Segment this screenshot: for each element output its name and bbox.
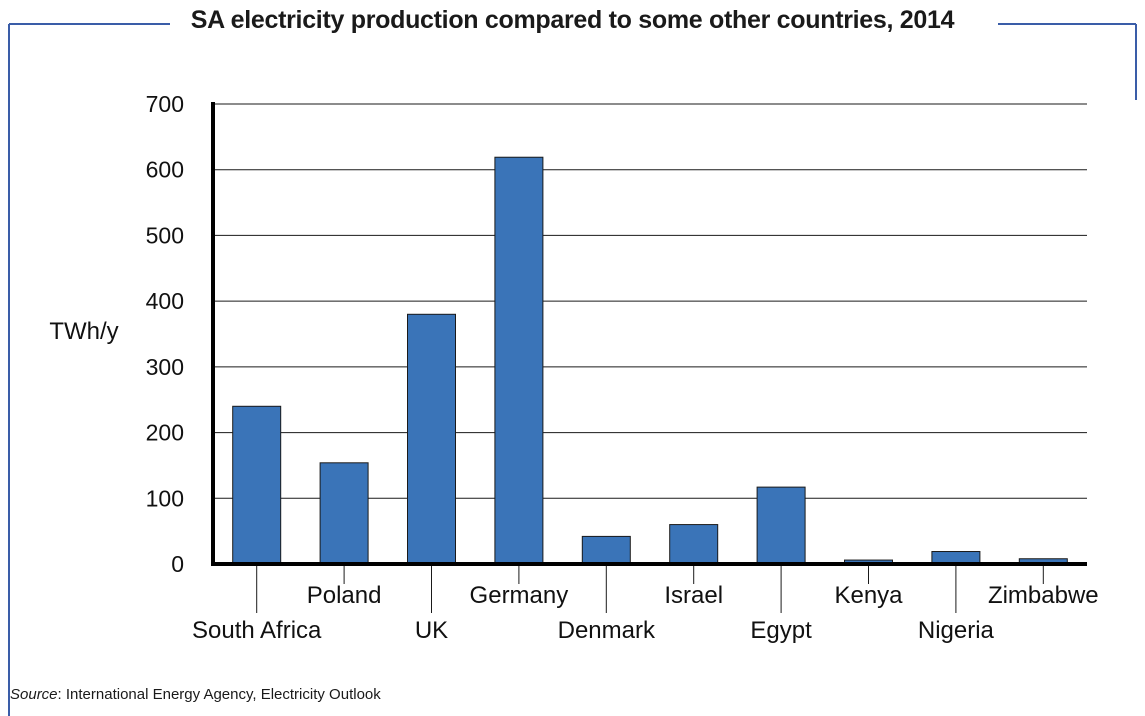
- x-tick-label: Denmark: [558, 617, 656, 644]
- bar: [407, 313, 456, 565]
- x-tick-label: Zimbabwe: [988, 582, 1099, 609]
- x-tick-label: Kenya: [834, 582, 903, 609]
- source-label: Source: [10, 686, 58, 703]
- y-tick-labels: 0 100 200 300 400 500 600 700: [146, 91, 184, 577]
- bars: [232, 156, 1068, 565]
- x-tick-label: South Africa: [192, 617, 322, 644]
- x-tick-labels: South Africa Poland UK Germany Denmark Israel…: [192, 582, 1099, 644]
- bar: [319, 462, 369, 565]
- x-tick-label: Israel: [664, 582, 723, 609]
- y-tick-label: 700: [146, 91, 184, 117]
- y-tick-label: 200: [146, 420, 184, 446]
- y-axis-label: TWh/y: [49, 318, 118, 345]
- y-tick-label: 0: [171, 551, 184, 577]
- bar: [669, 524, 719, 565]
- axes: [211, 102, 1087, 613]
- source-text: : International Energy Agency, Electrici…: [57, 686, 381, 703]
- x-tick-label: Egypt: [750, 617, 812, 644]
- x-tick-label: Poland: [307, 582, 382, 609]
- bar: [232, 405, 282, 565]
- bar: [494, 156, 544, 565]
- y-tick-label: 400: [146, 288, 184, 314]
- x-tick-label: Germany: [470, 582, 569, 609]
- x-tick-label: UK: [415, 617, 448, 644]
- y-tick-label: 100: [146, 485, 184, 511]
- bar: [581, 535, 631, 565]
- y-tick-label: 300: [146, 354, 184, 380]
- y-tick-label: 500: [146, 222, 184, 248]
- grid-lines: [213, 103, 1087, 499]
- bar: [756, 486, 806, 565]
- chart-title: SA electricity production compared to so…: [0, 6, 1145, 35]
- x-tick-label: Nigeria: [918, 617, 995, 644]
- y-tick-label: 600: [146, 157, 184, 183]
- source-note: Source: International Energy Agency, Ele…: [10, 686, 381, 703]
